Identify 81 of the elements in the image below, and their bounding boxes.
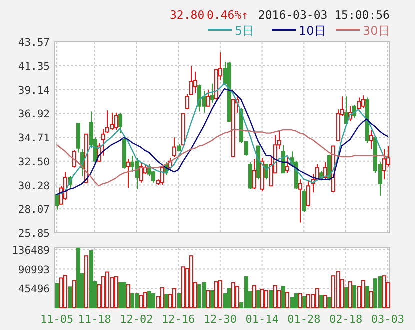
candlestick (323, 162, 328, 180)
x-tick-label: 12-16 (162, 313, 196, 326)
candlestick (172, 137, 177, 158)
legend-label: 10日 (299, 24, 326, 38)
y-tick-label: 36.92 (18, 108, 50, 121)
bar (55, 283, 60, 308)
candlestick (344, 96, 349, 126)
bar (352, 285, 357, 308)
candlestick (256, 146, 261, 180)
candlestick (181, 113, 186, 147)
candlestick (306, 180, 311, 208)
y-tick-label: 30.28 (18, 180, 50, 192)
y-tick-label: 28.07 (18, 204, 50, 216)
bar (269, 290, 274, 308)
bar (290, 297, 295, 308)
candlestick (126, 158, 131, 189)
y-tick-label: 41.35 (18, 60, 50, 73)
bar (89, 250, 94, 308)
bar (76, 248, 81, 308)
candlestick (285, 155, 290, 174)
bar (256, 290, 261, 308)
candlestick (369, 130, 374, 150)
candlestick (55, 194, 60, 210)
bar (164, 294, 169, 308)
candlestick (357, 97, 362, 110)
x-tick-label: 01-28 (288, 313, 321, 326)
candlestick (231, 99, 236, 158)
bar (227, 288, 232, 308)
bar (151, 293, 156, 308)
candlestick (177, 144, 182, 152)
bar (68, 286, 73, 308)
candlestick (252, 158, 257, 190)
candlestick (72, 150, 77, 168)
bar (327, 297, 332, 308)
y-tick-label: 43.57 (18, 37, 50, 49)
candlestick (298, 179, 303, 224)
text: 2016-03-03 15:00:56 (258, 8, 390, 22)
y-tick-label: 136489 (12, 244, 50, 257)
bar (302, 296, 307, 308)
candlestick (114, 112, 119, 131)
candlestick (139, 162, 144, 184)
bar (147, 291, 152, 308)
x-tick-label: 02-18 (329, 313, 363, 326)
text: 32.80 (170, 8, 205, 22)
y-tick-label: 45496 (18, 284, 50, 296)
x-tick-label: 11-05 (40, 313, 74, 326)
candlestick (122, 137, 127, 170)
candlestick (302, 188, 307, 212)
x-tick-label: 11-18 (78, 313, 112, 326)
candlestick (361, 95, 366, 110)
candlestick (382, 148, 387, 180)
x-tick-label: 12-02 (120, 313, 154, 326)
candlestick (248, 162, 253, 190)
candlestick (260, 158, 265, 192)
bar (319, 295, 324, 308)
line-series (56, 129, 389, 187)
candlestick (160, 166, 165, 186)
legend-label: 5日 (235, 24, 255, 38)
y-tick-label: 39.14 (18, 84, 50, 97)
bar (344, 288, 349, 308)
candlestick (206, 90, 211, 107)
bar (281, 286, 286, 308)
bar (365, 286, 370, 308)
bar (294, 293, 299, 308)
candlestick (210, 83, 215, 104)
bar (122, 282, 127, 308)
x-tick-label: 01-14 (246, 313, 280, 326)
y-tick-label: 34.71 (18, 132, 50, 144)
candlestick (365, 97, 370, 144)
candlestick (227, 62, 232, 124)
bar (118, 282, 123, 308)
candlestick (118, 112, 123, 134)
bar (177, 293, 182, 308)
y-tick-label: 90993 (18, 264, 50, 276)
y-tick-label: 32.50 (18, 156, 50, 168)
y-tick-label: 25.85 (18, 228, 50, 240)
text: 0.46%↑ (207, 8, 249, 22)
legend-label: 30日 (363, 24, 390, 38)
bar (210, 290, 215, 308)
x-tick-label: 12-30 (204, 313, 237, 326)
x-tick-label: 03-03 (371, 313, 404, 326)
